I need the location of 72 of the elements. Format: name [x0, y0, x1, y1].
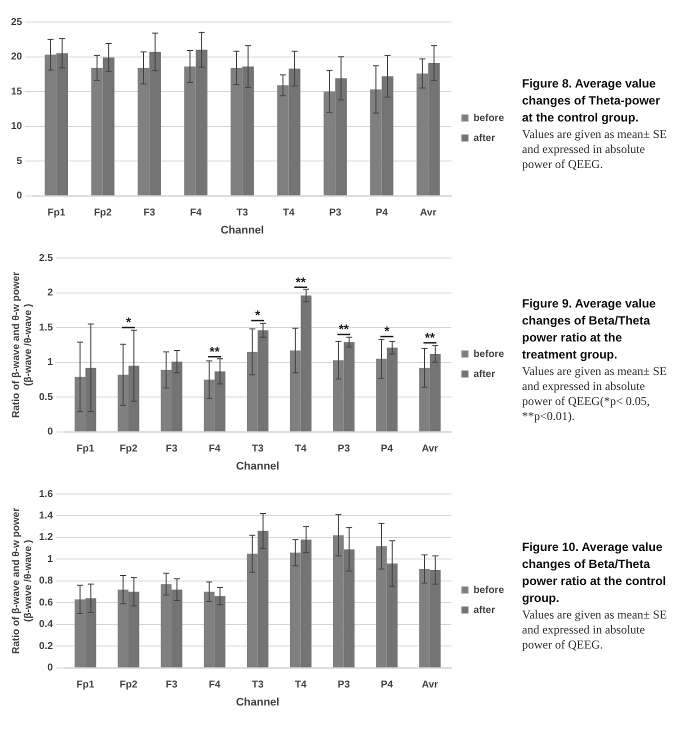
annotation: **: [338, 322, 350, 337]
x-tick-label: F4: [208, 444, 221, 455]
y-axis-title: Ratio of β-wave and θ-w power (β-wave /θ-wave ): [10, 272, 34, 418]
y-tick-label: 0.5: [38, 392, 54, 403]
legend-label: after: [473, 132, 496, 144]
y-tick-label: 15: [11, 86, 23, 98]
y-tick-label: 1.2: [38, 532, 54, 544]
legend-label: before: [473, 112, 504, 124]
y-tick-label: 10: [11, 121, 23, 132]
text: Values are given as mean± SE and expressed in absolute power of QEEG(*p< 0.05, **p<0.01).: [522, 364, 667, 424]
annotation: *: [255, 308, 262, 323]
x-tick-label: Fp1: [76, 680, 95, 691]
x-tick-label: Fp2: [94, 208, 112, 219]
x-tick-label: T3: [236, 208, 249, 219]
caption: Figure 9. Average value changes of Beta/Theta power ratio at the treatment group.: [522, 296, 656, 362]
y-tick-label: 5: [16, 156, 23, 167]
x-tick-label: P3: [329, 208, 342, 219]
y-tick-label: 20: [11, 52, 23, 63]
text: Values are given as mean± SE and expressed in absolute power of QEEG.: [522, 608, 667, 652]
y-tick-label: 1.5: [38, 322, 54, 334]
x-axis-title: Channel: [236, 696, 280, 708]
x-tick-label: F3: [166, 444, 178, 455]
y-tick-label: 1.6: [38, 488, 54, 500]
x-tick-label: F3: [166, 680, 178, 691]
x-axis-title: Channel: [220, 224, 264, 236]
y-tick-label: 0: [47, 426, 54, 438]
annotation: **: [210, 344, 221, 359]
x-tick-label: P3: [338, 680, 350, 691]
caption: Figure 10. Average value changes of Beta/Theta power ratio at the control group.: [522, 540, 666, 605]
x-tick-label: P3: [338, 444, 350, 455]
annotation: *: [384, 324, 390, 339]
y-tick-label: 1: [47, 554, 54, 565]
x-tick-label: P4: [380, 444, 394, 455]
x-tick-label: Avr: [422, 680, 438, 691]
x-tick-label: T4: [282, 208, 296, 219]
x-tick-label: P4: [380, 680, 394, 691]
y-tick-label: 25: [11, 16, 23, 28]
legend-label: after: [473, 604, 496, 616]
y-tick-label: 0: [16, 190, 23, 202]
text: Values are given as mean± SE and expressed in absolute power of QEEG.: [522, 127, 667, 172]
legend-label: before: [473, 348, 504, 360]
annotation: **: [296, 274, 307, 290]
annotation: *: [126, 314, 132, 330]
x-tick-label: Fp1: [76, 444, 95, 455]
x-tick-label: Fp1: [47, 208, 66, 219]
y-tick-label: 0.8: [38, 576, 54, 587]
y-tick-label: 2: [47, 288, 54, 299]
x-tick-label: T4: [294, 444, 307, 455]
caption: Figure 8. Average value changes of Theta-power at the control group.: [522, 76, 660, 124]
y-tick-label: 1.4: [38, 510, 54, 522]
x-tick-label: T4: [294, 680, 307, 691]
x-tick-label: Fp2: [120, 680, 138, 691]
legend-label: after: [473, 368, 496, 380]
y-tick-label: 0: [47, 662, 54, 674]
annotation: **: [424, 330, 436, 345]
x-tick-label: F3: [143, 208, 156, 219]
x-tick-label: P4: [376, 208, 388, 219]
legend-label: before: [473, 584, 504, 596]
x-tick-label: F4: [190, 208, 202, 219]
x-axis-title: Channel: [236, 460, 280, 472]
y-tick-label: 0.4: [38, 619, 54, 630]
y-tick-label: 1: [47, 357, 54, 368]
x-tick-label: F4: [208, 680, 221, 691]
x-tick-label: Avr: [422, 444, 438, 455]
x-tick-label: Fp2: [120, 444, 138, 455]
y-tick-label: 0.6: [38, 597, 54, 608]
y-tick-label: 2.5: [38, 252, 54, 264]
x-tick-label: T3: [252, 680, 264, 691]
x-tick-label: Avr: [420, 208, 436, 219]
x-tick-label: T3: [252, 444, 264, 455]
y-axis-title: Ratio of β-wave and θ-w power (β-wave /θ-wave ): [10, 508, 34, 654]
y-tick-label: 0.2: [38, 640, 54, 652]
